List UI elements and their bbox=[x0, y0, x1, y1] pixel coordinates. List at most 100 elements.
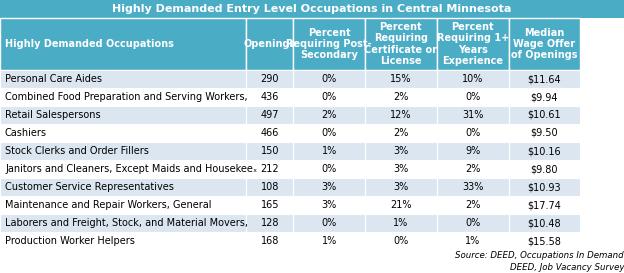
Bar bbox=[246, 196, 293, 214]
Bar bbox=[0, 232, 246, 250]
Bar bbox=[509, 106, 580, 124]
Bar bbox=[246, 106, 293, 124]
Text: Customer Service Representatives: Customer Service Representatives bbox=[5, 182, 174, 192]
Bar bbox=[246, 18, 293, 70]
Text: Highly Demanded Occupations: Highly Demanded Occupations bbox=[5, 39, 174, 49]
Bar bbox=[365, 106, 437, 124]
Bar bbox=[365, 88, 437, 106]
Bar bbox=[437, 70, 509, 88]
Bar bbox=[0, 124, 246, 142]
Text: $15.58: $15.58 bbox=[527, 236, 562, 246]
Bar bbox=[509, 214, 580, 232]
Bar bbox=[0, 88, 246, 106]
Text: $10.48: $10.48 bbox=[528, 218, 561, 228]
Bar bbox=[293, 160, 365, 178]
Text: Maintenance and Repair Workers, General: Maintenance and Repair Workers, General bbox=[5, 200, 212, 210]
Text: 3%: 3% bbox=[393, 146, 409, 156]
Text: 108: 108 bbox=[261, 182, 279, 192]
Text: 0%: 0% bbox=[321, 74, 337, 84]
Text: Laborers and Freight, Stock, and Material Movers,: Laborers and Freight, Stock, and Materia… bbox=[5, 218, 248, 228]
Bar bbox=[509, 18, 580, 70]
Text: 1%: 1% bbox=[321, 146, 337, 156]
Text: Percent
Requiring Post-
Secondary: Percent Requiring Post- Secondary bbox=[286, 28, 372, 60]
Text: 9%: 9% bbox=[465, 146, 480, 156]
Text: 31%: 31% bbox=[462, 110, 484, 120]
Bar bbox=[437, 88, 509, 106]
Bar bbox=[365, 178, 437, 196]
Text: $9.50: $9.50 bbox=[530, 128, 558, 138]
Bar bbox=[509, 196, 580, 214]
Text: 2%: 2% bbox=[465, 200, 480, 210]
Text: Percent
Requiring 1+
Years
Experience: Percent Requiring 1+ Years Experience bbox=[437, 22, 509, 66]
Text: 2%: 2% bbox=[393, 92, 409, 102]
Bar bbox=[437, 18, 509, 70]
Bar bbox=[246, 232, 293, 250]
Bar bbox=[509, 142, 580, 160]
Text: 1%: 1% bbox=[393, 218, 409, 228]
Bar bbox=[246, 178, 293, 196]
Text: 3%: 3% bbox=[393, 182, 409, 192]
Text: $11.64: $11.64 bbox=[528, 74, 561, 84]
Bar bbox=[0, 106, 246, 124]
Bar bbox=[509, 124, 580, 142]
Bar bbox=[437, 160, 509, 178]
Bar bbox=[0, 142, 246, 160]
Text: 33%: 33% bbox=[462, 182, 484, 192]
Bar bbox=[509, 160, 580, 178]
Bar bbox=[293, 196, 365, 214]
Text: Highly Demanded Entry Level Occupations in Central Minnesota: Highly Demanded Entry Level Occupations … bbox=[112, 4, 512, 14]
Text: 165: 165 bbox=[261, 200, 279, 210]
Text: $10.93: $10.93 bbox=[528, 182, 561, 192]
Bar bbox=[365, 18, 437, 70]
Text: 0%: 0% bbox=[321, 92, 337, 102]
Bar bbox=[0, 214, 246, 232]
Bar bbox=[365, 70, 437, 88]
Bar bbox=[293, 124, 365, 142]
Text: 128: 128 bbox=[261, 218, 279, 228]
Text: 0%: 0% bbox=[465, 92, 480, 102]
Bar bbox=[0, 196, 246, 214]
Text: Median
Wage Offer
of Openings: Median Wage Offer of Openings bbox=[511, 28, 578, 60]
Text: 1%: 1% bbox=[465, 236, 480, 246]
Bar bbox=[246, 214, 293, 232]
Text: Source: DEED, Occupations In Demand
DEED, Job Vacancy Survey: Source: DEED, Occupations In Demand DEED… bbox=[456, 251, 624, 272]
Bar bbox=[293, 142, 365, 160]
Text: Cashiers: Cashiers bbox=[5, 128, 47, 138]
Bar bbox=[246, 124, 293, 142]
Bar bbox=[437, 214, 509, 232]
Text: 3%: 3% bbox=[321, 200, 337, 210]
Text: 21%: 21% bbox=[390, 200, 412, 210]
Text: 168: 168 bbox=[261, 236, 279, 246]
Text: Stock Clerks and Order Fillers: Stock Clerks and Order Fillers bbox=[5, 146, 149, 156]
Bar bbox=[0, 178, 246, 196]
Text: Janitors and Cleaners, Except Maids and Housekeeₓ: Janitors and Cleaners, Except Maids and … bbox=[5, 164, 257, 174]
Text: Production Worker Helpers: Production Worker Helpers bbox=[5, 236, 135, 246]
Text: $9.80: $9.80 bbox=[530, 164, 558, 174]
Text: 0%: 0% bbox=[321, 218, 337, 228]
Bar bbox=[437, 142, 509, 160]
Bar bbox=[293, 18, 365, 70]
Text: 2%: 2% bbox=[393, 128, 409, 138]
Text: $17.74: $17.74 bbox=[527, 200, 562, 210]
Text: 0%: 0% bbox=[321, 164, 337, 174]
Bar bbox=[365, 232, 437, 250]
Text: 12%: 12% bbox=[390, 110, 412, 120]
Text: 2%: 2% bbox=[465, 164, 480, 174]
Bar bbox=[246, 70, 293, 88]
Bar bbox=[437, 124, 509, 142]
Bar bbox=[293, 178, 365, 196]
Text: 3%: 3% bbox=[321, 182, 337, 192]
Text: 0%: 0% bbox=[393, 236, 409, 246]
Bar bbox=[437, 232, 509, 250]
Bar bbox=[365, 214, 437, 232]
Bar bbox=[0, 70, 246, 88]
Bar bbox=[437, 178, 509, 196]
Text: 15%: 15% bbox=[390, 74, 412, 84]
Text: Combined Food Preparation and Serving Workers,: Combined Food Preparation and Serving Wo… bbox=[5, 92, 248, 102]
Bar bbox=[365, 160, 437, 178]
Bar bbox=[509, 232, 580, 250]
Text: Personal Care Aides: Personal Care Aides bbox=[5, 74, 102, 84]
Bar bbox=[246, 142, 293, 160]
Text: 1%: 1% bbox=[321, 236, 337, 246]
Bar bbox=[0, 0, 624, 18]
